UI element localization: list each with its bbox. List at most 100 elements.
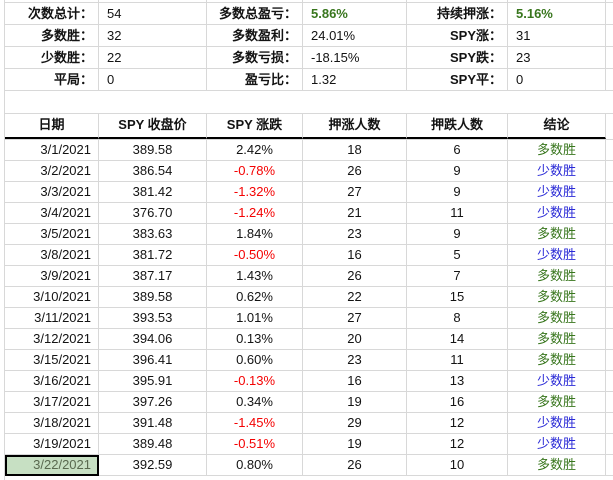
- cell-up-count[interactable]: 16: [303, 371, 407, 392]
- cell-change[interactable]: -0.50%: [207, 245, 303, 266]
- cell-close[interactable]: 387.17: [99, 266, 207, 287]
- cell-up-count[interactable]: 27: [303, 308, 407, 329]
- keep-betting-up-label[interactable]: 持续押涨：: [407, 3, 508, 25]
- selected-cell[interactable]: 3/22/2021: [5, 455, 99, 476]
- header-bet-down-count[interactable]: 押跌人数: [407, 114, 508, 139]
- cell-change[interactable]: -0.78%: [207, 161, 303, 182]
- cell-change[interactable]: 0.34%: [207, 392, 303, 413]
- cell-down-count[interactable]: 9: [407, 161, 508, 182]
- majority-total-pnl-value[interactable]: 5.86%: [303, 3, 407, 25]
- cell-date[interactable]: 3/10/2021: [5, 287, 99, 308]
- majority-profit-label[interactable]: 多数盈利：: [207, 25, 303, 47]
- cell-date[interactable]: 3/5/2021: [5, 224, 99, 245]
- cell-close[interactable]: 389.58: [99, 140, 207, 161]
- cell-date[interactable]: 3/12/2021: [5, 329, 99, 350]
- cell-close[interactable]: 389.58: [99, 287, 207, 308]
- majority-wins-value[interactable]: 32: [99, 25, 207, 47]
- cell-down-count[interactable]: 15: [407, 287, 508, 308]
- cell-down-count[interactable]: 14: [407, 329, 508, 350]
- spy-up-label[interactable]: SPY涨：: [407, 25, 508, 47]
- cell-down-count[interactable]: 5: [407, 245, 508, 266]
- cell-date[interactable]: 3/15/2021: [5, 350, 99, 371]
- header-spy-close[interactable]: SPY 收盘价: [99, 114, 207, 139]
- cell-change[interactable]: -1.24%: [207, 203, 303, 224]
- spy-flat-label[interactable]: SPY平：: [407, 69, 508, 91]
- header-spy-change[interactable]: SPY 涨跌: [207, 114, 303, 139]
- cell-close[interactable]: 376.70: [99, 203, 207, 224]
- cell-down-count[interactable]: 11: [407, 203, 508, 224]
- cell-up-count[interactable]: 20: [303, 329, 407, 350]
- cell-change[interactable]: 0.60%: [207, 350, 303, 371]
- cell-change[interactable]: -1.45%: [207, 413, 303, 434]
- cell-close[interactable]: 391.48: [99, 413, 207, 434]
- spy-flat-value[interactable]: 0: [508, 69, 606, 91]
- cell-down-count[interactable]: 9: [407, 182, 508, 203]
- cell-result[interactable]: 多数胜: [508, 224, 606, 245]
- tie-label[interactable]: 平局：: [5, 69, 99, 91]
- majority-loss-value[interactable]: -18.15%: [303, 47, 407, 69]
- majority-total-pnl-label[interactable]: 多数总盈亏：: [207, 3, 303, 25]
- cell-close[interactable]: 394.06: [99, 329, 207, 350]
- cell-change[interactable]: 1.01%: [207, 308, 303, 329]
- spy-down-label[interactable]: SPY跌：: [407, 47, 508, 69]
- cell-down-count[interactable]: 12: [407, 413, 508, 434]
- cell-up-count[interactable]: 18: [303, 140, 407, 161]
- cell-up-count[interactable]: 19: [303, 392, 407, 413]
- header-conclusion[interactable]: 结论: [508, 114, 606, 139]
- cell-close[interactable]: 392.59: [99, 455, 207, 476]
- cell-up-count[interactable]: 21: [303, 203, 407, 224]
- cell-date[interactable]: 3/3/2021: [5, 182, 99, 203]
- cell-change[interactable]: -1.32%: [207, 182, 303, 203]
- cell-up-count[interactable]: 26: [303, 266, 407, 287]
- cell-result[interactable]: 少数胜: [508, 203, 606, 224]
- header-date[interactable]: 日期: [5, 114, 99, 139]
- cell-close[interactable]: 396.41: [99, 350, 207, 371]
- cell-change[interactable]: -0.51%: [207, 434, 303, 455]
- tie-value[interactable]: 0: [99, 69, 207, 91]
- cell-result[interactable]: 多数胜: [508, 392, 606, 413]
- cell-result[interactable]: 多数胜: [508, 329, 606, 350]
- cell-date[interactable]: 3/16/2021: [5, 371, 99, 392]
- cell-date[interactable]: 3/8/2021: [5, 245, 99, 266]
- cell-down-count[interactable]: 10: [407, 455, 508, 476]
- pnl-ratio-value[interactable]: 1.32: [303, 69, 407, 91]
- cell-change[interactable]: 1.43%: [207, 266, 303, 287]
- cell-down-count[interactable]: 9: [407, 224, 508, 245]
- cell-date[interactable]: 3/11/2021: [5, 308, 99, 329]
- cell-change[interactable]: 0.62%: [207, 287, 303, 308]
- cell-close[interactable]: 397.26: [99, 392, 207, 413]
- cell-result[interactable]: 少数胜: [508, 434, 606, 455]
- cell-up-count[interactable]: 16: [303, 245, 407, 266]
- minority-wins-value[interactable]: 22: [99, 47, 207, 69]
- cell-change[interactable]: 0.80%: [207, 455, 303, 476]
- cell-down-count[interactable]: 7: [407, 266, 508, 287]
- cell-date[interactable]: 3/18/2021: [5, 413, 99, 434]
- cell-result[interactable]: 多数胜: [508, 455, 606, 476]
- cell-result[interactable]: 多数胜: [508, 350, 606, 371]
- cell-up-count[interactable]: 26: [303, 455, 407, 476]
- cell-change[interactable]: 0.13%: [207, 329, 303, 350]
- cell-change[interactable]: -0.13%: [207, 371, 303, 392]
- cell-result[interactable]: 多数胜: [508, 308, 606, 329]
- cell-date[interactable]: 3/4/2021: [5, 203, 99, 224]
- cell-result[interactable]: 多数胜: [508, 140, 606, 161]
- cell-close[interactable]: 381.72: [99, 245, 207, 266]
- cell-up-count[interactable]: 26: [303, 161, 407, 182]
- cell-up-count[interactable]: 27: [303, 182, 407, 203]
- majority-loss-label[interactable]: 多数亏损：: [207, 47, 303, 69]
- cell-result[interactable]: 多数胜: [508, 266, 606, 287]
- total-count-label[interactable]: 次数总计：: [5, 3, 99, 25]
- cell-down-count[interactable]: 6: [407, 140, 508, 161]
- cell-close[interactable]: 393.53: [99, 308, 207, 329]
- pnl-ratio-label[interactable]: 盈亏比：: [207, 69, 303, 91]
- cell-down-count[interactable]: 13: [407, 371, 508, 392]
- cell-close[interactable]: 389.48: [99, 434, 207, 455]
- cell-date[interactable]: 3/17/2021: [5, 392, 99, 413]
- cell-up-count[interactable]: 19: [303, 434, 407, 455]
- cell-change[interactable]: 2.42%: [207, 140, 303, 161]
- cell-result[interactable]: 少数胜: [508, 413, 606, 434]
- cell-date[interactable]: 3/1/2021: [5, 140, 99, 161]
- cell-down-count[interactable]: 8: [407, 308, 508, 329]
- majority-profit-value[interactable]: 24.01%: [303, 25, 407, 47]
- cell-change[interactable]: 1.84%: [207, 224, 303, 245]
